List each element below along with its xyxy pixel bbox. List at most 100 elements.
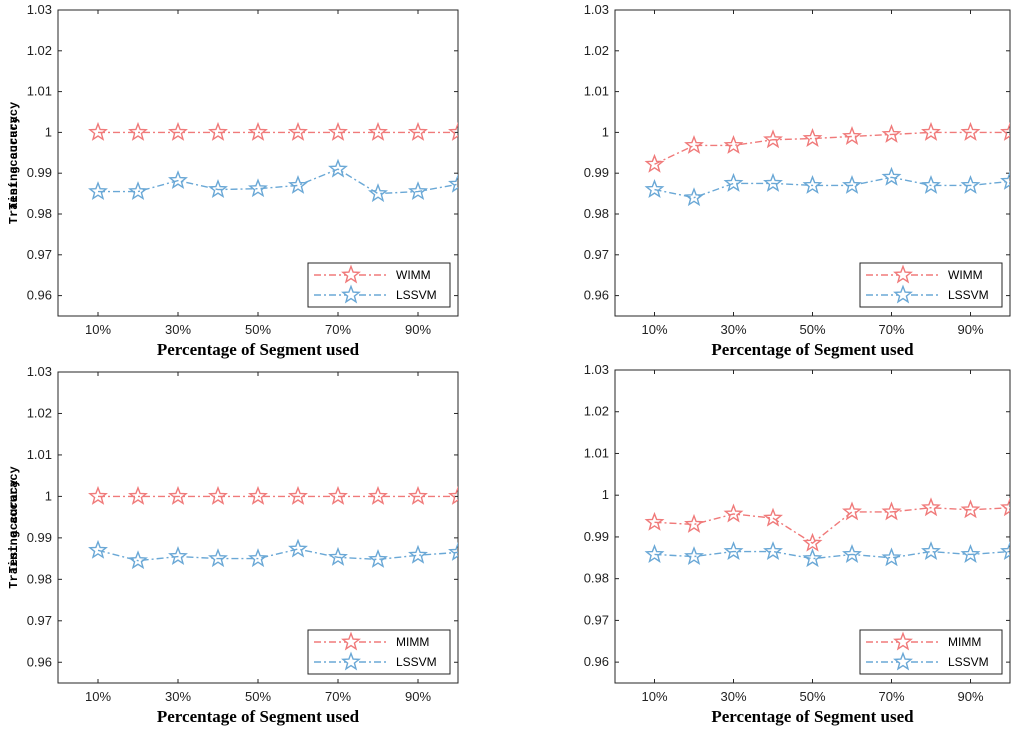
series-lssvm [644,166,1010,207]
y-tick-label: 1 [45,124,52,139]
data-point [288,121,308,141]
series-line-lssvm [654,550,1010,560]
data-point [723,134,744,154]
data-point [921,121,941,141]
y-tick-label: 0.96 [584,654,609,669]
series-wimm [644,121,1010,173]
series-lssvm [88,158,458,203]
y-tick-label: 0.99 [584,529,609,544]
x-tick-label: 50% [799,689,825,704]
data-point [448,121,458,141]
y-tick-label: 1.03 [584,2,609,17]
series-lssvm [88,538,458,570]
x-tick-label: 90% [957,322,983,337]
y-tick-label: 1 [602,124,609,139]
data-point [168,121,188,141]
data-point [128,485,148,505]
data-point [684,134,704,154]
series-line-lssvm [97,548,458,562]
x-tick-label: 90% [957,689,983,704]
y-tick-label: 0.98 [27,571,52,586]
legend-marker-mimm [893,631,913,651]
data-point [328,546,348,566]
legend: WIMM LSSVM [307,262,451,308]
x-tick-label: 50% [245,322,271,337]
data-point [208,548,228,568]
y-tick-label: 0.99 [27,530,52,545]
data-point [248,485,268,505]
data-point [921,497,941,517]
y-tick-label: 1.02 [584,404,609,419]
data-point [448,173,458,193]
data-point [802,548,823,568]
y-tick-label: 1 [602,487,609,502]
y-tick-label: 1.02 [27,43,52,58]
y-axis-label: Training accuracy [7,102,21,224]
data-point [723,503,744,523]
data-point [288,485,308,505]
x-tick-label: 50% [799,322,825,337]
chart-panel-2: 0.96 0.97 0.98 0.99 1 1.01 1.02 1.03 10% 30% 50% 70… [7,2,1011,359]
data-point [960,121,981,141]
data-point [88,539,108,559]
data-point [802,532,823,552]
y-tick-label: 1.01 [27,84,52,99]
data-point [960,174,981,194]
series-wimm [88,121,458,141]
legend-box [859,629,1003,675]
data-point [763,541,783,561]
series-mimm [644,497,1010,552]
legend: MIMM LSSVM [307,629,451,675]
data-point [128,550,148,570]
y-tick-label: 0.99 [584,165,609,180]
y-axis-label: Test accuracy [7,480,21,574]
data-point [723,541,744,561]
data-point [208,121,228,141]
x-tick-label: 10% [641,689,667,704]
data-point [128,121,148,141]
data-point [960,499,981,519]
legend-label-mimm: MIMM [396,635,429,649]
data-point [328,158,348,178]
data-point [644,511,665,531]
x-axis-label: Percentage of Segment used [157,340,360,359]
data-point [644,179,665,199]
x-tick-label: 70% [878,322,904,337]
data-point [684,513,704,533]
data-point [842,174,862,194]
data-point [1000,170,1010,190]
series-line-mimm [654,507,1010,545]
y-tick-label: 0.97 [584,612,609,627]
data-point [921,541,941,561]
chart-panel-4: 0.96 0.97 0.98 0.99 1 1.01 1.02 1.03 10% 30% 50% 70… [7,362,1011,726]
data-point [802,174,823,194]
chart-panel-1: 0.96 0.97 0.98 0.99 1 1.01 1.02 1.03 10% 30% 50% 70… [7,2,459,359]
x-tick-label: 30% [165,689,191,704]
x-tick-label: 50% [245,689,271,704]
series-line-lssvm [654,176,1010,199]
data-point [168,546,188,565]
y-tick-label: 1.01 [584,84,609,99]
legend: MIMM LSSVM [859,629,1003,675]
data-point [881,123,902,143]
y-tick-label: 0.96 [27,288,52,303]
legend-box [307,262,451,308]
data-point [288,174,308,194]
y-tick-label: 1.03 [27,364,52,379]
data-point [842,543,862,563]
data-point [960,543,981,563]
legend-box [859,262,1003,308]
y-tick-label: 0.98 [584,571,609,586]
data-point [1000,497,1010,517]
data-point [881,501,902,521]
y-tick-label: 1.02 [584,43,609,58]
data-point [288,538,308,558]
x-tick-label: 10% [641,322,667,337]
y-tick-label: 0.98 [27,206,52,221]
legend-label-lssvm: LSSVM [396,288,437,302]
series-lssvm [644,541,1010,568]
data-point [368,183,388,203]
data-point [684,187,704,207]
y-tick-label: 0.96 [27,654,52,669]
y-tick-label: 1 [45,488,52,503]
